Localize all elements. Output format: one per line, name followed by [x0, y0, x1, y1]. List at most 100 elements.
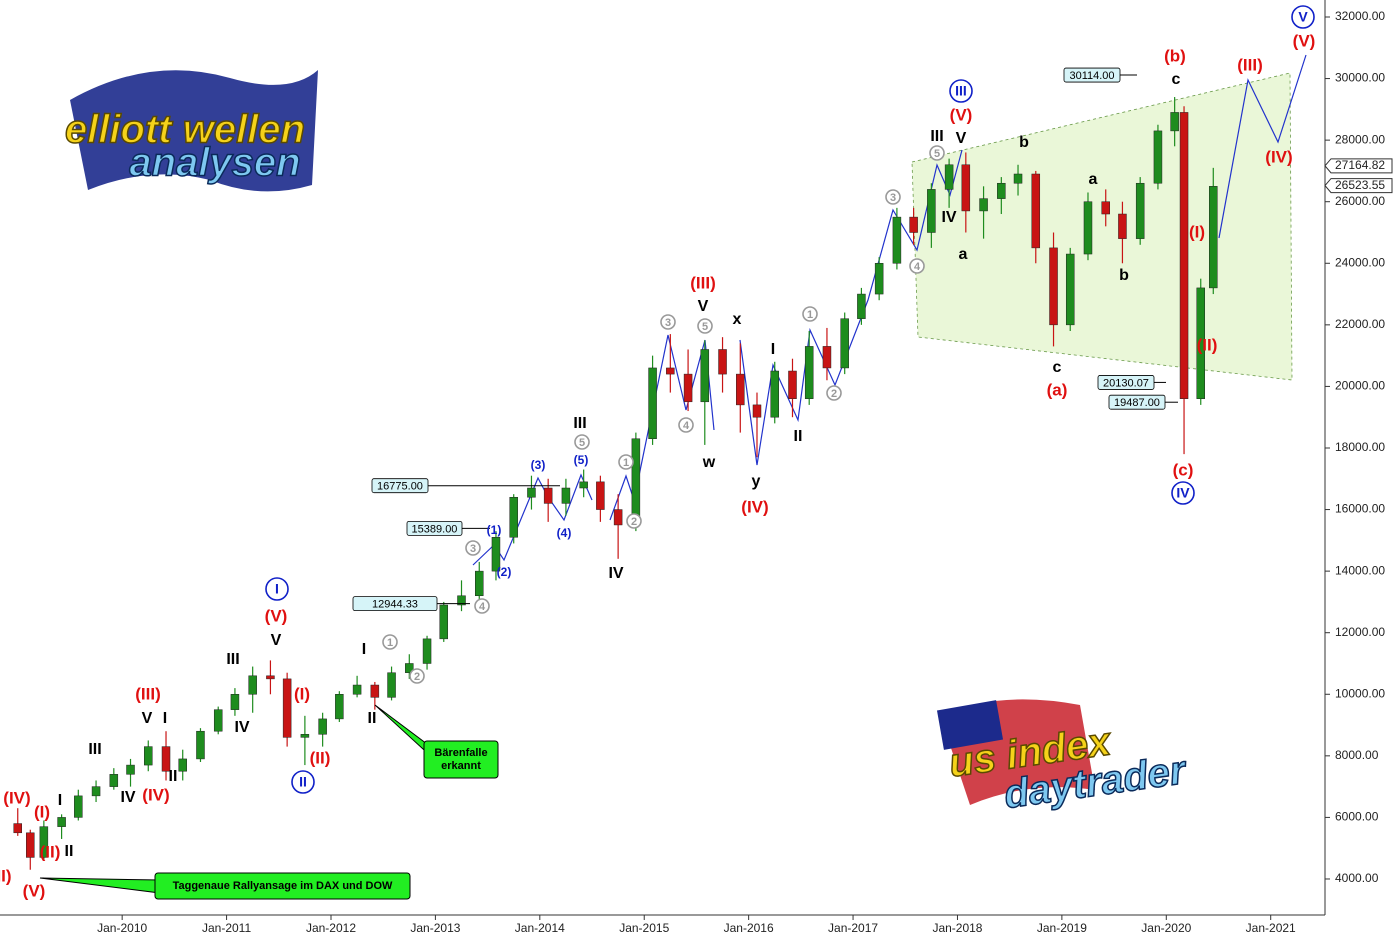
x-tick-label: Jan-2014	[515, 921, 565, 935]
candle-body	[683, 373, 693, 403]
wave-circle	[678, 417, 694, 433]
candle-body	[13, 823, 23, 834]
wave-circle	[618, 454, 634, 470]
candle-body	[282, 678, 292, 738]
wave-label: (I)	[1189, 222, 1205, 241]
wave-label: (III)	[1237, 55, 1263, 74]
y-tick-label: 22000.00	[1335, 317, 1385, 331]
wave-label: 1	[623, 457, 629, 469]
candle-body	[178, 758, 187, 772]
wave-label: y	[752, 473, 761, 490]
wave-label: (c)	[1173, 460, 1194, 479]
wave-circle	[909, 258, 925, 274]
candle-body	[457, 595, 466, 606]
candle-body	[1153, 130, 1163, 184]
wave-label: V	[271, 632, 282, 649]
callout-box	[154, 872, 411, 900]
candle-body	[874, 263, 884, 295]
wave-label: 5	[934, 148, 940, 160]
logo-flag	[70, 70, 318, 192]
y-tick-label: 16000.00	[1335, 502, 1385, 516]
wave-label: (1)	[487, 523, 502, 537]
x-tick-label: Jan-2018	[932, 921, 982, 935]
wave-circle	[465, 540, 481, 556]
wave-label: II	[794, 428, 803, 445]
y-tick-label: 28000.00	[1335, 132, 1385, 146]
wave-label: (V)	[1293, 31, 1316, 50]
wave-label: x	[733, 311, 742, 328]
candle-body	[736, 373, 745, 406]
wave-label: (IV)	[142, 785, 169, 804]
wave-label: IV	[1176, 485, 1190, 501]
candle-body	[230, 694, 240, 710]
wave-circle	[826, 385, 842, 401]
wave-label: 1	[807, 309, 813, 321]
wave-label: I	[362, 641, 366, 658]
price-label: 19487.00	[1114, 397, 1160, 409]
wave-label: 5	[702, 321, 708, 333]
y-tick-label: 18000.00	[1335, 440, 1385, 454]
wave-label: c	[1172, 71, 1181, 88]
wave-circle	[626, 513, 642, 529]
callout-text: erkannt	[441, 760, 481, 772]
wave-label: II	[169, 768, 178, 785]
wave-label: V	[698, 298, 709, 315]
candle-body	[213, 709, 223, 732]
candle-body	[770, 370, 779, 418]
price-box	[1063, 67, 1121, 83]
wave-label: (IV)	[3, 788, 30, 807]
wave-label: (I)	[294, 684, 310, 703]
wave-label: II)	[0, 866, 12, 885]
y-tick-label: 14000.00	[1335, 563, 1385, 577]
candle-body	[927, 189, 936, 233]
wave-label: b	[1019, 134, 1029, 151]
price-box	[406, 520, 463, 536]
logo-text: analysen	[129, 141, 300, 185]
wave-label: (IV)	[1265, 147, 1292, 166]
wave-circle	[1171, 481, 1195, 505]
x-tick-label: Jan-2011	[202, 921, 251, 935]
price-box	[1097, 375, 1155, 390]
candle-body	[1031, 173, 1041, 249]
candle-body	[631, 438, 641, 526]
wave-label: I	[771, 341, 775, 358]
wave-label: IV	[608, 565, 623, 582]
y-tick-label: 12000.00	[1335, 625, 1385, 639]
candle-body	[648, 367, 657, 440]
x-tick-label: Jan-2013	[410, 921, 460, 935]
x-tick-label: Jan-2016	[724, 921, 774, 935]
price-box	[352, 596, 438, 612]
candle-body	[196, 730, 205, 760]
x-tick-label: Jan-2017	[828, 921, 878, 935]
wave-label: III	[226, 651, 239, 668]
price-box	[371, 478, 429, 494]
last-price-label: 26523.55	[1335, 178, 1385, 192]
candle-body	[1170, 112, 1179, 132]
candle-body	[1196, 287, 1205, 399]
y-tick-label: 4000.00	[1335, 871, 1379, 885]
candle-body	[74, 795, 83, 818]
wave-label: II	[65, 843, 74, 860]
wave-label: 3	[470, 543, 476, 555]
wave-label: 3	[890, 192, 896, 204]
wave-line	[1218, 54, 1307, 239]
price-label: 30114.00	[1069, 70, 1114, 82]
candle-body	[422, 638, 432, 664]
wave-label: 2	[831, 388, 837, 400]
candle-body	[892, 216, 902, 264]
wave-label: III	[955, 83, 967, 99]
wave-label: III	[88, 741, 101, 758]
candle-body	[39, 826, 49, 858]
y-tick-label: 10000.00	[1335, 686, 1385, 700]
wave-circle	[382, 634, 398, 650]
wave-circle	[929, 145, 945, 161]
candle-body	[752, 404, 762, 418]
wave-circle	[949, 79, 973, 103]
candle-body	[1179, 112, 1189, 399]
wave-circle	[574, 434, 590, 450]
wave-circle	[660, 314, 676, 330]
wave-label: I	[275, 581, 279, 597]
wave-label: 4	[683, 420, 690, 432]
wave-circle	[291, 770, 315, 794]
